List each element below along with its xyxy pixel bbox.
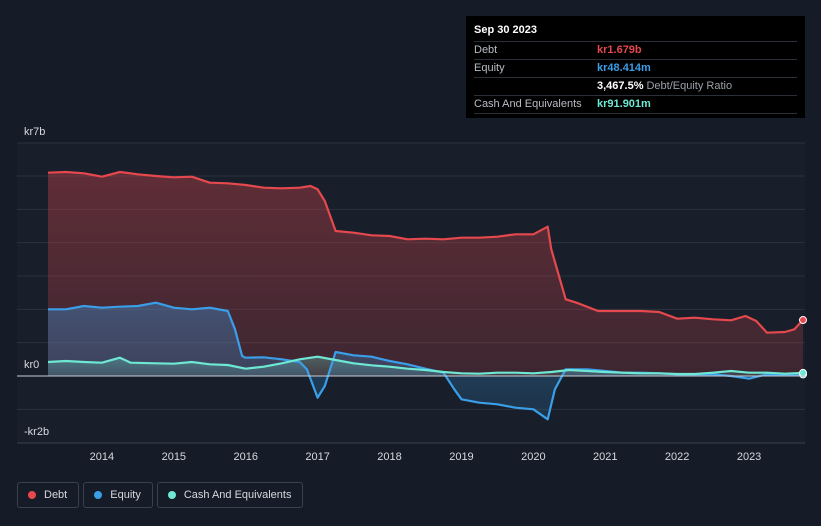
ratio-value: 3,467.5% — [597, 80, 644, 92]
tooltip-equity-value: kr48.414m — [597, 62, 651, 74]
tooltip-panel: Sep 30 2023 Debt kr1.679b Equity kr48.41… — [466, 16, 805, 118]
x-tick-label: 2022 — [665, 451, 689, 463]
chart-legend: Debt Equity Cash And Equivalents — [17, 482, 307, 510]
ratio-sublabel: Debt/Equity Ratio — [646, 80, 733, 92]
y-tick-label: -kr2b — [24, 426, 49, 438]
tooltip-equity-label: Equity — [474, 62, 505, 74]
legend-item-debt[interactable]: Debt — [17, 482, 80, 508]
tooltip-row-debt: Debt kr1.679b — [474, 41, 797, 59]
legend-dot-cash-icon — [167, 491, 176, 499]
legend-dot-equity-icon — [94, 491, 103, 499]
tooltip-ratio-value: 3,467.5% Debt/Equity Ratio — [597, 78, 732, 95]
x-tick-label: 2018 — [377, 451, 401, 463]
tooltip-date: Sep 30 2023 — [474, 24, 537, 36]
legend-label-debt: Debt — [44, 489, 68, 501]
line-cash — [47, 355, 804, 376]
tooltip-row-equity: Equity kr48.414m — [474, 59, 797, 77]
tooltip-cash-value: kr91.901m — [597, 98, 651, 110]
x-tick-label: 2021 — [593, 451, 617, 463]
y-tick-label: kr7b — [24, 126, 45, 138]
tooltip-debt-value: kr1.679b — [597, 44, 642, 56]
tooltip-cash-label: Cash And Equivalents — [474, 98, 582, 110]
area-cash — [48, 356, 803, 376]
tooltip-row-cash: Cash And Equivalents kr91.901m — [474, 95, 797, 114]
x-tick-label: 2017 — [305, 451, 329, 463]
x-tick-label: 2016 — [233, 451, 257, 463]
area-equity — [48, 302, 803, 420]
x-tick-label: 2020 — [521, 451, 545, 463]
tooltip-row-ratio: 3,467.5% Debt/Equity Ratio — [474, 77, 797, 95]
tooltip-ratio-label — [474, 78, 597, 95]
x-tick-label: 2019 — [449, 451, 473, 463]
endpoint-cash — [799, 368, 807, 377]
line-debt — [47, 170, 804, 334]
x-tick-label: 2015 — [162, 451, 186, 463]
legend-label-cash: Cash And Equivalents — [183, 489, 292, 501]
legend-item-cash[interactable]: Cash And Equivalents — [156, 482, 304, 508]
legend-label-equity: Equity — [110, 489, 141, 501]
x-tick-label: 2023 — [737, 451, 761, 463]
tooltip-debt-label: Debt — [474, 44, 498, 56]
endpoint-debt — [799, 316, 807, 325]
area-debt — [48, 172, 803, 376]
legend-dot-debt-icon — [28, 491, 36, 499]
legend-item-equity[interactable]: Equity — [83, 482, 153, 508]
x-tick-label: 2014 — [90, 451, 114, 463]
y-tick-label: kr0 — [24, 359, 39, 371]
